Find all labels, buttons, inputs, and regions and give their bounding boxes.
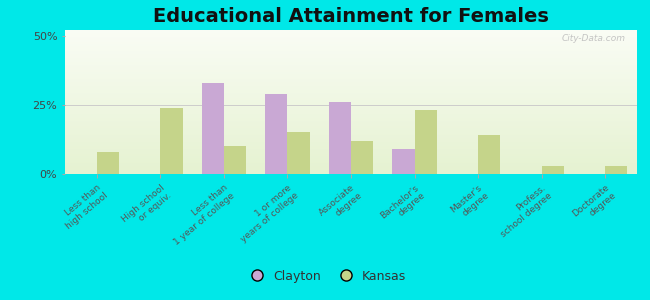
Bar xyxy=(202,82,224,174)
Bar xyxy=(605,166,627,174)
Bar xyxy=(224,146,246,174)
Bar xyxy=(161,107,183,174)
Bar xyxy=(287,133,309,174)
Bar xyxy=(351,141,373,174)
Title: Educational Attainment for Females: Educational Attainment for Females xyxy=(153,7,549,26)
Legend: Clayton, Kansas: Clayton, Kansas xyxy=(239,265,411,288)
Bar xyxy=(415,110,437,174)
Bar xyxy=(97,152,119,174)
Bar xyxy=(329,102,351,174)
Bar xyxy=(393,149,415,174)
Bar xyxy=(478,135,500,174)
Bar xyxy=(265,94,287,174)
Bar xyxy=(541,166,564,174)
Text: City-Data.com: City-Data.com xyxy=(562,34,625,43)
